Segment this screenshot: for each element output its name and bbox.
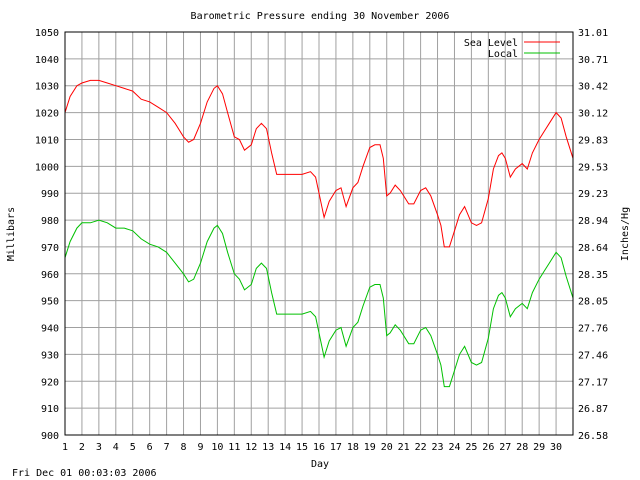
series-line-local	[64, 219, 574, 388]
y2-tick-labels: 31.01 30.71 30.42 30.12 29.83 29.53 29.23 28.94…	[578, 28, 608, 442]
y2-tick-label: 26.58	[578, 431, 608, 442]
y2-tick-label: 28.05	[578, 297, 608, 308]
series-line-sea-level	[64, 79, 574, 248]
y2-tick-label: 27.17	[578, 377, 608, 388]
x-tick-label: 26	[482, 442, 494, 453]
y-tick-labels: 1050 1040 1030 1020 1010 1000 990 980 970 960 950 9…	[35, 28, 59, 442]
y2-tick-label: 28.64	[578, 243, 608, 254]
x-tick-label: 24	[448, 442, 460, 453]
y2-tick-label: 30.71	[578, 55, 608, 66]
x-tick-label: 6	[147, 442, 153, 453]
x-tick-label: 25	[465, 442, 477, 453]
x-tick-label: 9	[197, 442, 203, 453]
x-tick-label: 17	[330, 442, 342, 453]
timestamp-footer: Fri Dec 01 00:03:03 2006	[12, 468, 157, 479]
legend: Sea Level Local	[464, 38, 560, 60]
y-tick-label: 1000	[35, 162, 59, 173]
y-tick-label: 960	[41, 270, 59, 281]
y-tick-label: 980	[41, 216, 59, 227]
y2-tick-label: 28.35	[578, 270, 608, 281]
chart-title: Barometric Pressure ending 30 November 2…	[191, 11, 450, 22]
x-tick-label: 1	[62, 442, 68, 453]
legend-label-local: Local	[488, 49, 518, 60]
plot-frame	[64, 31, 574, 436]
x-tick-label: 13	[262, 442, 274, 453]
y2-tick-label: 26.87	[578, 404, 608, 415]
x-tick-label: 16	[313, 442, 325, 453]
x-tick-label: 29	[533, 442, 545, 453]
y-tick-label: 1050	[35, 28, 59, 39]
grid-lines	[64, 31, 573, 436]
y-tick-label: 990	[41, 189, 59, 200]
y2-tick-label: 30.42	[578, 82, 608, 93]
x-tick-label: 8	[181, 442, 187, 453]
y2-tick-label: 30.12	[578, 109, 608, 120]
y-tick-label: 1030	[35, 82, 59, 93]
y2-tick-label: 27.46	[578, 350, 608, 361]
y-tick-label: 970	[41, 243, 59, 254]
x-tick-label: 28	[516, 442, 528, 453]
y2-tick-label: 29.53	[578, 162, 608, 173]
x-tick-label: 27	[499, 442, 511, 453]
x-axis-label: Day	[311, 459, 329, 470]
y-tick-label: 930	[41, 350, 59, 361]
x-tick-label: 20	[381, 442, 393, 453]
y-tick-label: 940	[41, 324, 59, 335]
y-tick-label: 950	[41, 297, 59, 308]
x-tick-label: 19	[364, 442, 376, 453]
x-tick-label: 14	[279, 442, 291, 453]
y2-tick-label: 27.76	[578, 324, 608, 335]
y2-tick-label: 29.23	[578, 189, 608, 200]
y2-tick-label: 29.83	[578, 135, 608, 146]
y2-tick-label: 31.01	[578, 28, 608, 39]
legend-label-sea-level: Sea Level	[464, 38, 518, 49]
x-tick-label: 5	[130, 442, 136, 453]
x-tick-label: 10	[211, 442, 223, 453]
y-tick-label: 1020	[35, 109, 59, 120]
y2-tick-label: 28.94	[578, 216, 608, 227]
y-axis-label: Millibars	[6, 207, 17, 261]
x-tick-label: 2	[79, 442, 85, 453]
x-tick-label: 15	[296, 442, 308, 453]
x-tick-label: 23	[432, 442, 444, 453]
x-tick-label: 30	[550, 442, 562, 453]
y-tick-label: 920	[41, 377, 59, 388]
x-tick-label: 7	[164, 442, 170, 453]
x-tick-labels: 1 2 3 4 5 6 7 8 9 10 11 12 13 14 15 16 17 18 19 20 21 22 23 24 2…	[62, 442, 562, 453]
x-tick-label: 11	[228, 442, 240, 453]
y-tick-label: 1040	[35, 55, 59, 66]
x-tick-label: 4	[113, 442, 119, 453]
x-tick-label: 18	[347, 442, 359, 453]
x-tick-label: 21	[398, 442, 410, 453]
y-tick-label: 1010	[35, 135, 59, 146]
x-tick-label: 12	[245, 442, 257, 453]
x-tick-label: 3	[96, 442, 102, 453]
y-tick-label: 900	[41, 431, 59, 442]
y-tick-label: 910	[41, 404, 59, 415]
y2-axis-label: Inches/Hg	[620, 207, 631, 261]
series-lines	[64, 79, 574, 388]
x-tick-label: 22	[415, 442, 427, 453]
